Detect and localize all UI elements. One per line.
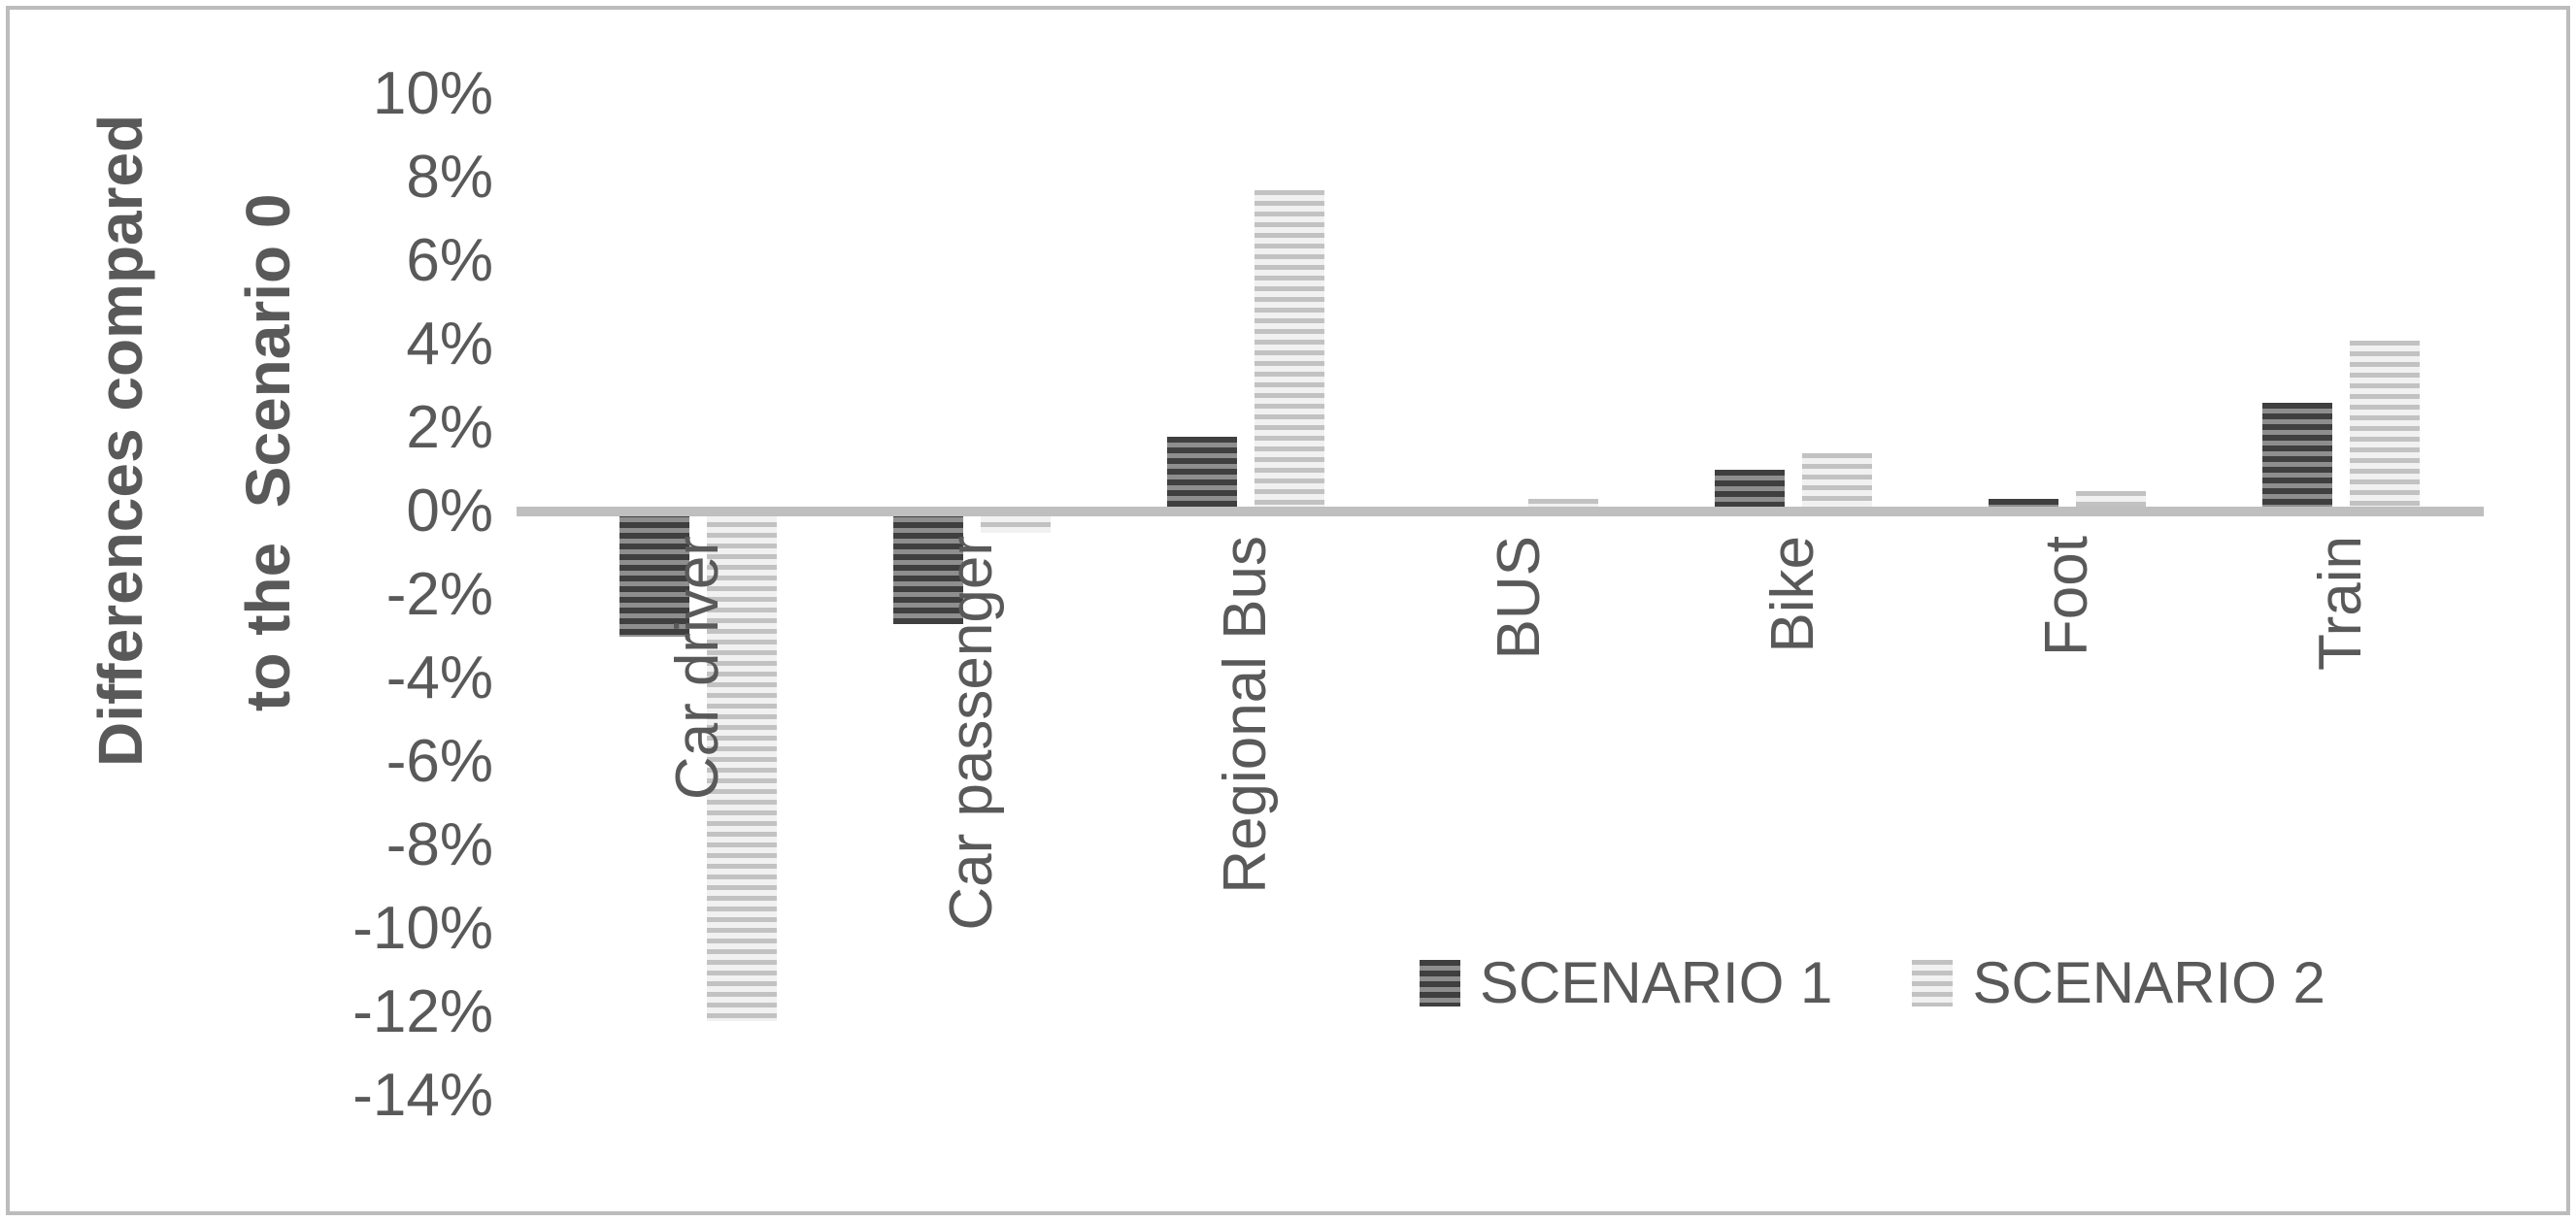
y-tick-label--8%: -8% bbox=[385, 811, 493, 878]
bar-scenario-2-car-driver bbox=[707, 512, 777, 1021]
y-tick-label-10%: 10% bbox=[372, 60, 493, 127]
x-axis-line bbox=[517, 507, 2484, 516]
legend-label-scenario-1: SCENARIO 1 bbox=[1480, 950, 1833, 1015]
bar-scenario-2-bike bbox=[1802, 452, 1872, 512]
legend-swatch-scenario-2-icon bbox=[1912, 959, 1954, 1006]
category-label-regional-bus: Regional Bus bbox=[1205, 536, 1287, 1099]
y-tick-label-4%: 4% bbox=[406, 311, 493, 378]
category-label-text: Regional Bus bbox=[1212, 536, 1279, 894]
legend-entry-scenario-2: SCENARIO 2 bbox=[1912, 949, 2325, 1016]
bar-scenario-1-car-passenger bbox=[893, 512, 963, 625]
legend-swatch-scenario-1-icon bbox=[1420, 959, 1460, 1006]
legend: SCENARIO 1 SCENARIO 2 bbox=[1420, 949, 2325, 1016]
bar-scenario-1-car-driver bbox=[619, 512, 689, 637]
bar-scenario-1-regional-bus bbox=[1167, 436, 1237, 512]
bar-scenario-1-train bbox=[2262, 403, 2332, 512]
bar-scenario-2-train bbox=[2350, 340, 2420, 512]
y-tick-label--14%: -14% bbox=[352, 1062, 493, 1129]
bar-scenario-2-car-passenger bbox=[981, 512, 1051, 533]
y-axis-title: Differences compared to the Scenario 0 bbox=[84, 115, 303, 767]
category-label-text: Car passenger bbox=[938, 536, 1005, 931]
category-label-car-driver: Car driver bbox=[657, 536, 739, 1099]
bar-scenario-1-bike bbox=[1715, 470, 1785, 512]
y-tick-label-2%: 2% bbox=[406, 394, 493, 461]
y-axis-title-text: Differences compared to the Scenario 0 bbox=[84, 115, 303, 767]
legend-entry-scenario-1: SCENARIO 1 bbox=[1420, 949, 1832, 1016]
bar-scenario-2-regional-bus bbox=[1255, 189, 1324, 512]
bar-scenario-2-foot bbox=[2076, 490, 2146, 512]
y-tick-label--12%: -12% bbox=[352, 978, 493, 1045]
y-axis-title-line1: Differences compared bbox=[85, 114, 155, 767]
category-label-text: Car driver bbox=[664, 536, 731, 801]
legend-label-scenario-2: SCENARIO 2 bbox=[1972, 950, 2325, 1015]
y-tick-label-8%: 8% bbox=[406, 144, 493, 211]
y-tick-label--4%: -4% bbox=[385, 644, 493, 711]
category-label-car-passenger: Car passenger bbox=[931, 536, 1013, 1099]
y-tick-label--10%: -10% bbox=[352, 895, 493, 962]
y-tick-label-0%: 0% bbox=[406, 478, 493, 544]
y-tick-label-6%: 6% bbox=[406, 227, 493, 294]
y-tick-label--6%: -6% bbox=[385, 728, 493, 795]
y-tick-label--2%: -2% bbox=[385, 561, 493, 628]
